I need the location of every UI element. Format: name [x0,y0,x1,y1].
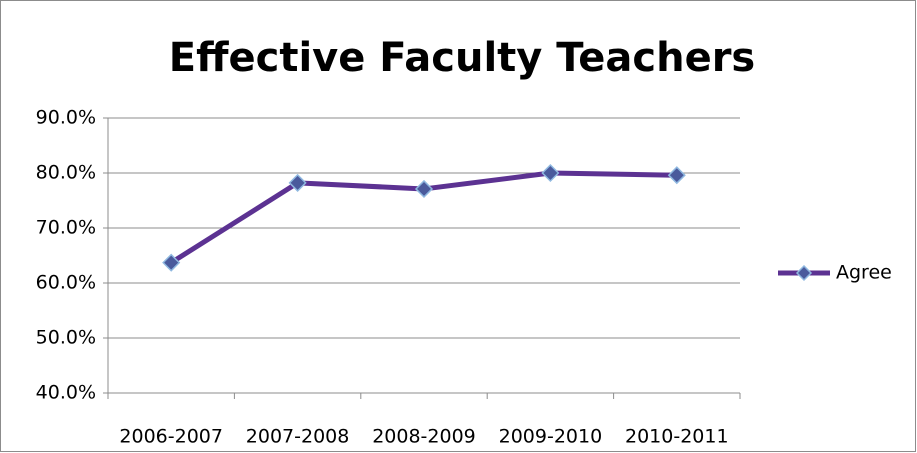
legend-marker [795,264,813,282]
x-tick-label: 2009-2010 [499,426,603,448]
legend-label: Agree [836,262,892,284]
data-point [288,173,307,192]
y-tick-label: 40.0% [36,382,96,404]
x-tick-label: 2006-2007 [119,426,223,448]
x-tick-label: 2010-2011 [625,426,729,448]
data-point [414,179,434,199]
y-tick-label: 50.0% [36,327,96,349]
x-tick-label: 2007-2008 [246,426,350,448]
data-point [667,166,686,185]
y-tick-label: 80.0% [36,162,96,184]
y-tick-label: 60.0% [36,272,96,294]
y-tick-label: 70.0% [36,217,96,239]
data-point [541,163,560,183]
chart-title: Effective Faculty Teachers [169,35,755,81]
y-tick-label: 90.0% [36,107,96,129]
x-tick-label: 2008-2009 [372,426,476,448]
data-point [162,253,181,272]
